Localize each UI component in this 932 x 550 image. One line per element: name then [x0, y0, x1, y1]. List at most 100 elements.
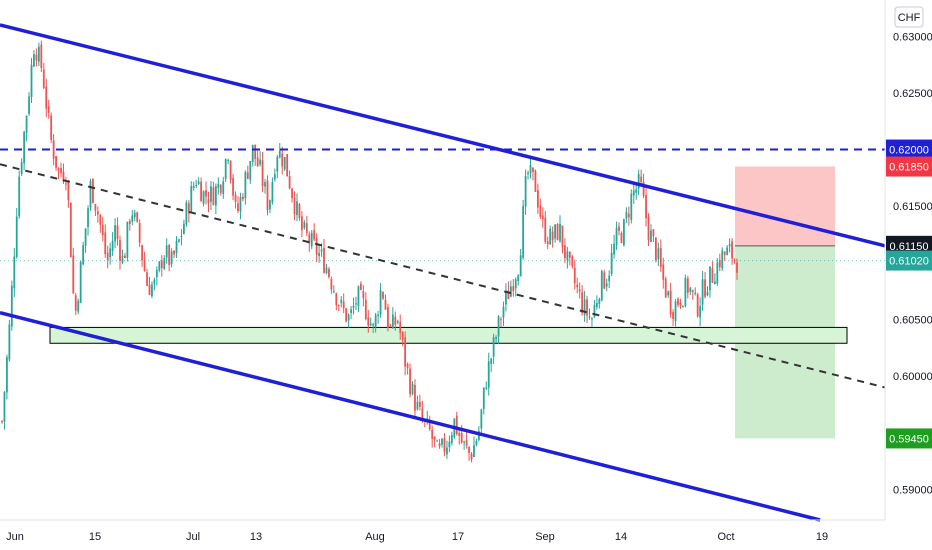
candle-body: [713, 281, 716, 285]
candle-body: [664, 278, 667, 298]
candle-body: [217, 183, 220, 189]
candle-body: [404, 337, 407, 367]
upper-channel-line[interactable]: [0, 23, 886, 248]
lower-channel-line[interactable]: [0, 310, 821, 522]
candle-body: [109, 248, 112, 258]
candle-body: [195, 185, 198, 187]
support-zone-box[interactable]: [49, 326, 848, 344]
candle-body: [126, 221, 129, 258]
x-tick-label: 15: [89, 531, 101, 543]
candle-body: [227, 159, 230, 162]
candle-body: [443, 438, 446, 452]
candle-body: [524, 176, 527, 207]
price-label-text: 0.61020: [889, 256, 929, 268]
short-position-stop-zone[interactable]: [735, 166, 835, 246]
candle-body: [89, 181, 92, 208]
candle-body: [229, 160, 232, 180]
zones-layer: [0, 166, 885, 439]
candle-body: [155, 269, 158, 278]
candle-body: [436, 440, 439, 442]
mid-trend-line[interactable]: [0, 163, 886, 389]
candle-body: [163, 258, 166, 269]
candle-body: [679, 302, 682, 306]
candle-body: [55, 156, 57, 168]
candle-body: [335, 293, 338, 306]
candle-body: [45, 86, 48, 109]
price-label-text: 0.59450: [889, 433, 929, 445]
candle-body: [315, 238, 318, 255]
candle-body: [709, 266, 711, 291]
candle-body: [512, 286, 515, 291]
price-label-tag[interactable]: 0.61020: [886, 250, 932, 271]
candle-body: [625, 211, 628, 219]
candle-body: [47, 106, 50, 113]
candle-body: [185, 202, 188, 225]
candle-body: [492, 337, 495, 357]
price-labels: 0.62000 0.61850 0.61150 0.61020 0.59450: [886, 139, 932, 449]
price-label-tag[interactable]: 0.61850: [886, 156, 932, 177]
candle-body: [377, 314, 380, 316]
candle-body: [448, 441, 451, 448]
candle-body: [325, 267, 328, 274]
candle-body: [502, 306, 505, 318]
candle-body: [387, 307, 389, 328]
candle-body: [362, 291, 365, 299]
candle-body: [153, 279, 156, 285]
candle-body: [736, 262, 738, 273]
candle-body: [101, 224, 104, 236]
candle-body: [684, 277, 687, 306]
candle-body: [605, 283, 608, 287]
candle-body: [657, 248, 660, 260]
candle-body: [114, 225, 116, 242]
currency-badge[interactable]: [894, 6, 924, 28]
candle-body: [251, 144, 254, 162]
candle-body: [340, 299, 343, 303]
candle-body: [441, 438, 443, 445]
candle-body: [352, 305, 355, 308]
candle-body: [475, 440, 478, 446]
candle-body: [296, 201, 298, 216]
candle-body: [421, 408, 424, 421]
price-label-text: 0.61850: [889, 162, 929, 174]
candle-body: [264, 182, 266, 187]
candle-body: [495, 337, 497, 339]
candle-body: [303, 222, 306, 228]
candle-body: [711, 268, 714, 283]
candle-body: [33, 54, 35, 67]
candle-body: [618, 226, 620, 231]
candle-body: [507, 290, 510, 300]
candle-body: [418, 401, 421, 407]
candle-body: [6, 357, 8, 393]
candle-body: [104, 232, 107, 255]
candle-body: [627, 213, 630, 218]
candle-body: [591, 318, 593, 320]
x-tick-label: 17: [452, 531, 464, 543]
price-axis: CHF 0.630000.625000.615000.605000.600000…: [0, 0, 932, 521]
candle-body: [394, 316, 397, 325]
y-tick-label: 0.61500: [893, 201, 932, 213]
candle-body: [578, 289, 581, 292]
candle-body: [151, 284, 153, 297]
candle-body: [369, 323, 372, 326]
x-tick-label: Sep: [535, 531, 555, 543]
candle-body: [470, 453, 473, 460]
candle-body: [642, 181, 645, 196]
price-label-tag[interactable]: 0.62000: [886, 139, 932, 160]
candle-body: [99, 215, 102, 225]
candle-body: [505, 290, 507, 305]
candle-body: [517, 275, 520, 282]
candle-body: [121, 255, 124, 263]
candle-body: [677, 299, 679, 305]
candle-body: [10, 285, 13, 327]
candle-body: [514, 279, 517, 289]
price-label-tag[interactable]: 0.59450: [886, 428, 932, 449]
candle-body: [379, 290, 382, 315]
candle-body: [384, 299, 387, 310]
candle-body: [450, 434, 453, 444]
candle-body: [559, 223, 561, 242]
candle-body: [549, 228, 552, 245]
candle-body: [18, 176, 21, 217]
candle-body: [173, 250, 175, 255]
candle-body: [382, 292, 384, 299]
